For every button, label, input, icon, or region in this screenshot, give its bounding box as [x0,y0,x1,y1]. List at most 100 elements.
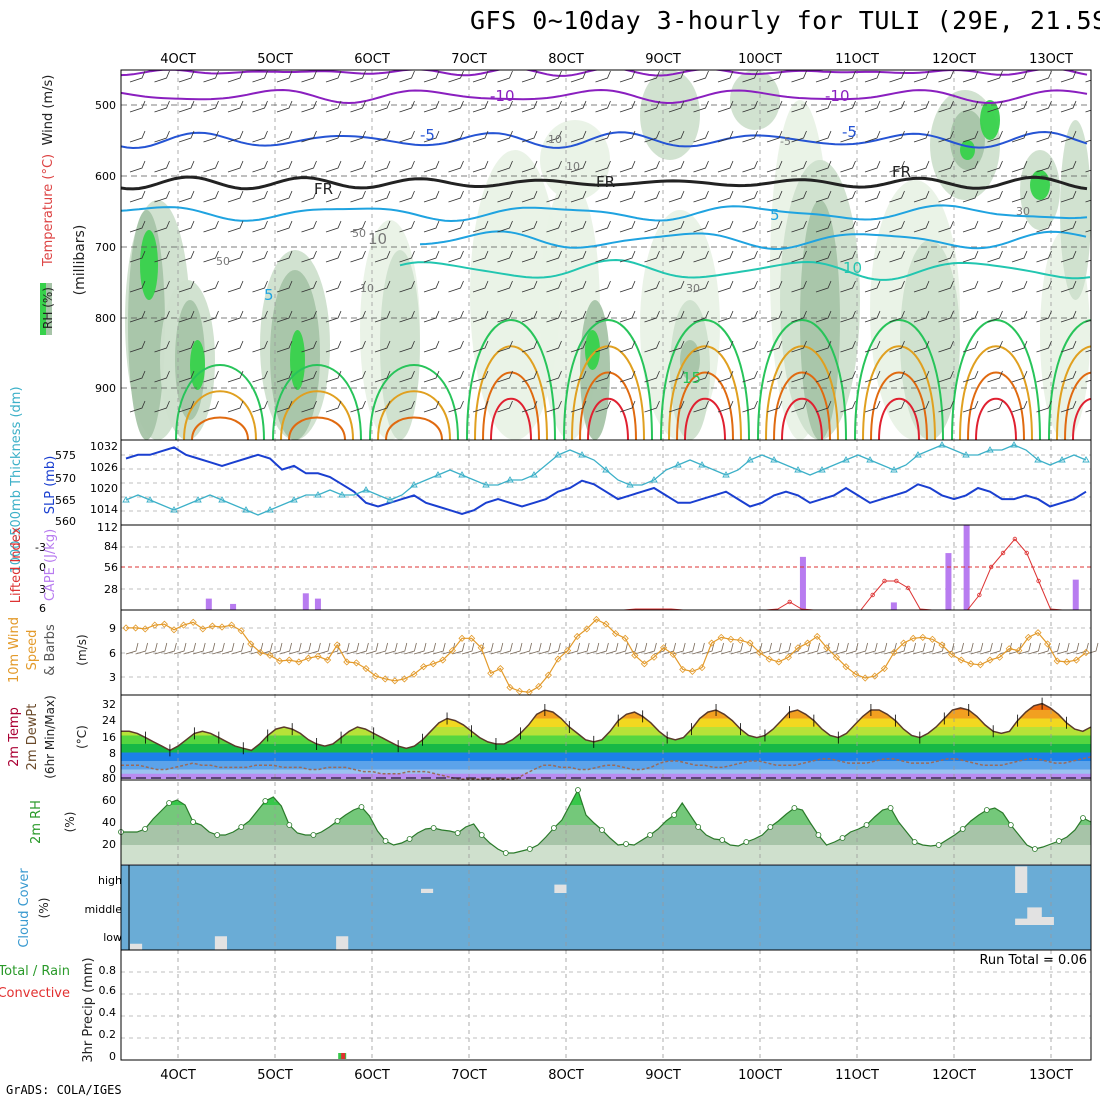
label-minmax: (6hr Min/Max) [43,695,57,779]
contour-label: -5 [842,123,857,141]
credit-text: GrADS: COLA/IGES [6,1083,122,1097]
cloud-block [130,944,142,950]
label-2m-temp: 2m Temp [7,707,22,767]
contour-label: -5 [420,126,435,144]
date-label-bottom: 5OCT [257,1068,293,1083]
tick-label: 56 [104,561,118,574]
temp-band [121,753,1091,762]
rh-blob [290,330,305,390]
contour-label: 10 [548,133,562,146]
date-label-top: 13OCT [1029,52,1073,67]
rh2m-point [527,847,532,852]
contour-label: 10 [566,160,580,173]
rh2m-point [359,805,364,810]
tick-label: low [103,931,122,944]
rh-blob [1060,120,1091,300]
cloud-block [215,936,227,950]
rh-blob [1030,170,1050,200]
tick-label: 575 [55,449,76,462]
rh2m-point [1080,816,1085,821]
rh2m-point [191,820,196,825]
rh2m-point [648,833,653,838]
contour-label: 5 [264,286,274,304]
rh2m-point [816,833,821,838]
cold-band [121,774,1091,780]
rh2m-band [121,845,1091,865]
label-precip-axis: 3hr Precip (mm) [81,957,96,1062]
rh-blob [140,230,158,300]
cloud-block [1015,866,1027,893]
label-2m-dewpt: 2m DewPt [25,704,40,771]
contour-label: -10 [825,87,850,105]
contour-label: -10 [490,87,515,105]
label-total-rain: Total / Rain [0,964,70,979]
rh2m-point [672,813,677,818]
rh2m-point [768,825,773,830]
wind-speed-line [126,619,1086,692]
date-label-bottom: 13OCT [1029,1068,1073,1083]
contour-label: 30 [686,282,700,295]
rh2m-point [720,838,725,843]
tick-label: 570 [55,472,76,485]
rh2m-point [1032,847,1037,852]
date-label-top: 9OCT [645,52,681,67]
label-millibars: (millibars) [72,225,88,296]
rh2m-point [431,826,436,831]
contour-label: FR [892,163,911,181]
tick-label: 32 [102,698,116,711]
rh2m-fill [121,780,1091,865]
rh2m-point [575,788,580,793]
cloud-bg [121,865,1091,950]
slp-line [126,447,1086,514]
tick-label: 0.2 [99,1028,117,1041]
cape-bar [303,593,309,610]
rh2m-point [624,842,629,847]
date-label-top: 5OCT [257,52,293,67]
page-title: GFS 0~10day 3-hourly for TULI (29E, 21.5… [470,6,1100,35]
date-label-bottom: 11OCT [835,1068,879,1083]
cape-bar [315,599,321,610]
tick-label: 6 [109,647,116,660]
rh2m-point [287,823,292,828]
contour-label: FR [596,173,615,191]
label-10m-wind: 10m Wind [7,617,22,683]
temp-band [121,702,1091,711]
tick-label: 60 [102,794,116,807]
tick-label: 0.4 [99,1006,117,1019]
date-label-bottom: 8OCT [548,1068,584,1083]
tick-label: 28 [104,583,118,596]
label-cloud: Cloud Cover [17,868,32,948]
rh2m-point [744,840,749,845]
temp-band [121,693,1091,702]
date-label-bottom: 9OCT [645,1068,681,1083]
rh2m-point [383,839,388,844]
rh-blob [190,340,205,390]
tick-label: 8 [109,747,116,760]
date-label-bottom: 12OCT [932,1068,976,1083]
tick-label: middle [84,903,122,916]
rh2m-point [455,831,460,836]
contour-label: 10 [843,259,862,277]
tick-label: 40 [102,816,116,829]
date-label-bottom: 6OCT [354,1068,390,1083]
tick-label: 84 [104,540,118,553]
temp-band [121,719,1091,728]
rh2m-point [864,823,869,828]
rh2m-point [984,808,989,813]
rh2m-point [263,799,268,804]
tick-label: 1026 [90,461,118,474]
tick-label: 9 [109,622,116,635]
tick-label: 24 [102,714,116,727]
contour-label: FR [314,180,333,198]
rh2m-point [167,801,172,806]
tick-label: 1032 [90,440,118,453]
rh2m-point [503,851,508,856]
thickness-line [126,445,1086,515]
rh2m-point [335,819,340,824]
label-wind: Wind (m/s) [41,75,56,146]
precip-convective-bar [341,1053,345,1059]
label-wind-units: (m/s) [75,634,89,665]
date-label-top: 6OCT [354,52,390,67]
